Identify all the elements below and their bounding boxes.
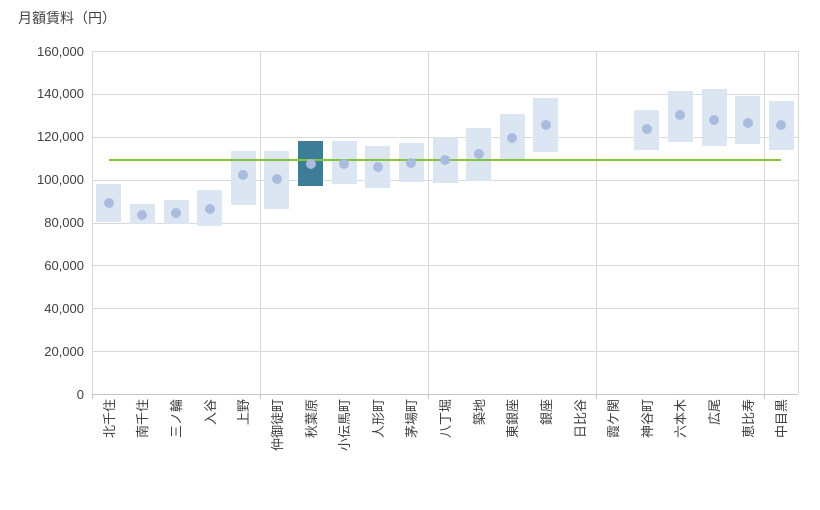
rent-point-人形町[interactable] — [372, 161, 383, 172]
rent-point-秋葉原[interactable] — [305, 158, 316, 169]
x-axis-label-広尾: 広尾 — [707, 399, 722, 426]
gridline-x — [260, 51, 262, 394]
x-axis-label-日比谷: 日比谷 — [572, 399, 588, 439]
y-axis-tick-label: 80,000 — [44, 215, 84, 230]
x-axis-label-小伝馬町: 小伝馬町 — [337, 399, 353, 452]
x-axis-label-銀座: 銀座 — [538, 399, 554, 426]
x-axis-label-人形町: 人形町 — [370, 399, 386, 439]
x-axis-tick — [428, 394, 430, 399]
rent-point-上野[interactable] — [238, 170, 249, 181]
chart-title: 月額賃料（円） — [18, 10, 116, 26]
y-axis-tick-label: 160,000 — [37, 43, 84, 59]
x-axis-label-北千住: 北千住 — [101, 399, 117, 439]
x-axis-tick — [92, 394, 93, 399]
x-axis-label-霞ケ関: 霞ケ関 — [606, 399, 622, 439]
rent-point-三ノ輪[interactable] — [171, 207, 181, 218]
plot-left-border — [92, 51, 93, 394]
y-axis-tick-label: 0 — [76, 386, 84, 402]
x-axis-label-中目黒: 中目黒 — [774, 399, 790, 439]
x-axis-label-入谷: 入谷 — [202, 399, 218, 426]
gridline-x — [764, 51, 766, 394]
x-axis-label-仲御徒町: 仲御徒町 — [269, 399, 285, 452]
x-axis-label-八丁堀: 八丁堀 — [438, 399, 453, 439]
rent-point-銀座[interactable] — [540, 120, 551, 130]
rent-point-八丁堀[interactable] — [440, 155, 450, 166]
x-axis-label-東銀座: 東銀座 — [505, 399, 521, 439]
rent-point-築地[interactable] — [473, 148, 484, 159]
gridline-x — [428, 51, 430, 394]
plot-right-border — [798, 51, 799, 394]
x-axis-label-上野: 上野 — [236, 399, 252, 426]
rent-point-恵比寿[interactable] — [742, 117, 753, 128]
y-axis-tick-label: 100,000 — [37, 172, 84, 188]
x-axis-label-築地: 築地 — [471, 399, 487, 426]
rent-point-仲御徒町[interactable] — [271, 173, 282, 184]
x-axis-label-秋葉原: 秋葉原 — [303, 399, 319, 439]
rent-point-広尾[interactable] — [709, 114, 719, 125]
rent-point-中目黒[interactable] — [776, 120, 787, 130]
rent-point-南千住[interactable] — [137, 210, 148, 220]
y-axis-tick-label: 140,000 — [37, 86, 84, 102]
gridline-y-20000 — [92, 351, 798, 353]
x-axis-label-三ノ輪: 三ノ輪 — [169, 399, 184, 439]
rent-point-入谷[interactable] — [204, 203, 215, 214]
x-axis-label-神谷町: 神谷町 — [639, 399, 655, 439]
x-axis-label-南千住: 南千住 — [135, 399, 151, 439]
rent-point-東銀座[interactable] — [507, 132, 518, 143]
y-axis-tick-label: 40,000 — [44, 300, 84, 316]
rent-point-茅場町[interactable] — [406, 157, 417, 168]
rent-point-小伝馬町[interactable] — [339, 158, 350, 169]
gridline-x — [596, 51, 598, 394]
x-axis-label-六本木: 六本木 — [673, 399, 689, 439]
x-axis-line — [92, 394, 798, 395]
rent-point-神谷町[interactable] — [641, 124, 652, 135]
rent-point-六本木[interactable] — [675, 110, 686, 121]
y-axis-tick-label: 20,000 — [44, 343, 84, 359]
x-axis-tick — [764, 394, 766, 399]
y-axis-tick-label: 60,000 — [44, 257, 84, 273]
gridline-y-80000 — [92, 222, 798, 224]
gridline-y-40000 — [92, 308, 798, 310]
rent-point-北千住[interactable] — [103, 198, 114, 209]
gridline-y-140000 — [92, 93, 798, 95]
x-axis-label-茅場町: 茅場町 — [404, 399, 420, 439]
gridline-y-60000 — [92, 265, 798, 267]
y-axis-tick-label: 120,000 — [37, 129, 84, 145]
x-axis-label-恵比寿: 恵比寿 — [740, 399, 756, 439]
x-axis-tick — [260, 394, 262, 399]
gridline-y-160000 — [92, 51, 798, 52]
x-axis-tick — [596, 394, 598, 399]
